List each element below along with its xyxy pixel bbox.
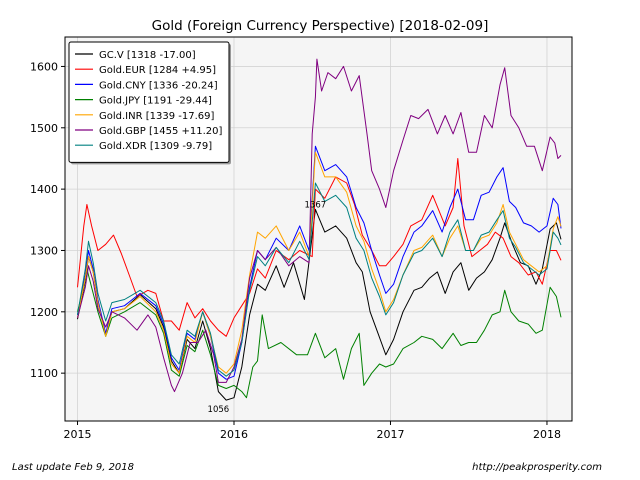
annotation-label: 1056 — [208, 405, 230, 415]
legend-box — [68, 41, 230, 163]
series-lines — [77, 58, 562, 401]
chart-title: Gold (Foreign Currency Perspective) [201… — [152, 18, 489, 34]
y-tick-label: 1300 — [30, 244, 58, 257]
x-tick-label: 2015 — [64, 428, 92, 441]
series-line-6 — [77, 58, 562, 393]
last-update-text: Last update Feb 9, 2018 — [12, 462, 135, 473]
legend: GC.V [1318 -17.00] Gold.EUR [1284 +4.95] G… — [68, 41, 231, 165]
y-tick-label: 1600 — [30, 60, 58, 73]
series-line-7 — [77, 182, 562, 377]
legend-label: Gold.JPY [1191 -29.44] — [99, 96, 212, 107]
axes: 1100 1200 1300 1400 1500 1600 2015 2016 2017 2018 — [30, 60, 561, 441]
legend-label: Gold.CNY [1336 -20.24] — [99, 80, 218, 91]
series-line-3 — [77, 145, 562, 380]
legend-label: Gold.EUR [1284 +4.95] — [99, 65, 216, 76]
x-tick-label: 2018 — [533, 428, 561, 441]
annotations: 1367 1056 — [208, 200, 327, 415]
legend-label: Gold.INR [1339 -17.69] — [99, 111, 214, 122]
legend-label: Gold.GBP [1455 +11.20] — [99, 126, 223, 137]
y-tick-label: 1100 — [30, 367, 58, 380]
legend-label: Gold.XDR [1309 -9.79] — [99, 141, 212, 152]
annotation-label: 1367 — [305, 200, 327, 210]
series-line-1 — [77, 208, 562, 401]
x-tick-label: 2017 — [376, 428, 404, 441]
source-url-text: http://peakprosperity.com — [472, 462, 602, 473]
grid — [65, 37, 572, 421]
legend-label: GC.V [1318 -17.00] — [99, 50, 196, 61]
x-tick-label: 2016 — [220, 428, 248, 441]
y-tick-label: 1200 — [30, 306, 58, 319]
y-tick-label: 1500 — [30, 122, 58, 135]
series-line-5 — [77, 151, 562, 374]
plot-frame — [64, 36, 573, 422]
y-tick-label: 1400 — [30, 183, 58, 196]
series-line-4 — [77, 268, 562, 399]
